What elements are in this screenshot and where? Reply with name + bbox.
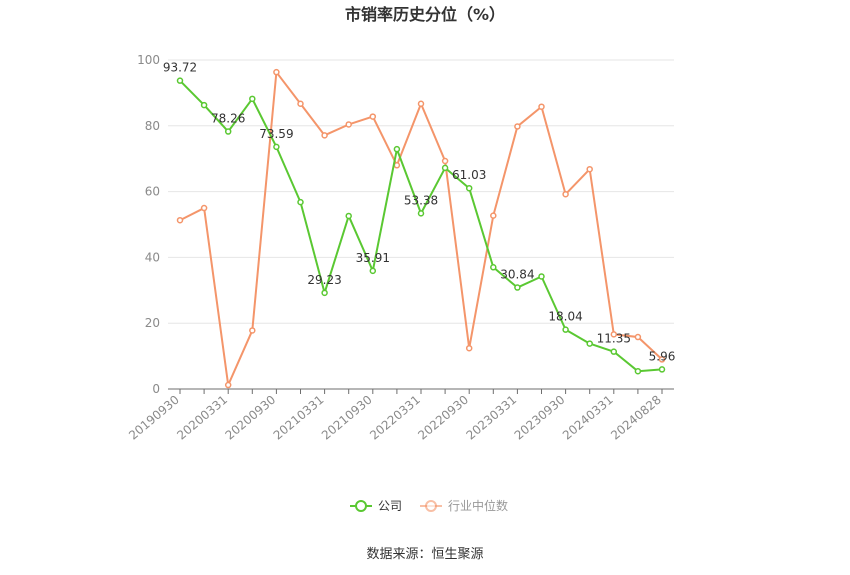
data-point bbox=[514, 123, 521, 130]
data-point bbox=[369, 267, 377, 275]
x-tick-label: 20230331 bbox=[464, 393, 520, 443]
data-point bbox=[417, 100, 425, 108]
data-label: 73.59 bbox=[259, 127, 293, 141]
x-tick-label: 20210930 bbox=[319, 393, 375, 443]
data-label: 5.96 bbox=[649, 349, 676, 363]
x-tick-label: 20230930 bbox=[512, 393, 568, 443]
data-point bbox=[369, 113, 377, 120]
data-point bbox=[200, 204, 208, 212]
data-point bbox=[538, 273, 545, 280]
data-point bbox=[610, 331, 618, 338]
data-label: 53.38 bbox=[404, 193, 438, 207]
data-label: 18.04 bbox=[548, 310, 582, 324]
legend-swatch-marker bbox=[425, 500, 437, 512]
grid-lines bbox=[168, 59, 674, 324]
data-point bbox=[586, 340, 593, 347]
x-tick-label: 20200930 bbox=[223, 393, 279, 443]
x-tick-label: 20240331 bbox=[560, 393, 616, 443]
data-point bbox=[224, 381, 232, 389]
legend-swatch-marker bbox=[355, 500, 367, 512]
data-point bbox=[465, 344, 473, 352]
data-point bbox=[249, 95, 256, 103]
data-label: 11.35 bbox=[597, 332, 631, 346]
legend-label: 公司 bbox=[378, 499, 402, 513]
legend[interactable]: 公司 行业中位数 bbox=[350, 498, 508, 513]
data-label: 78.26 bbox=[211, 112, 245, 126]
x-tick-label: 20220930 bbox=[415, 393, 471, 443]
y-tick-label: 40 bbox=[145, 250, 160, 264]
data-point bbox=[658, 366, 666, 373]
y-tick-label: 100 bbox=[137, 53, 160, 67]
data-point bbox=[273, 143, 280, 151]
data-point bbox=[249, 327, 256, 334]
data-label: 29.23 bbox=[307, 273, 341, 287]
data-point bbox=[417, 210, 425, 217]
legend-item-industry[interactable]: 行业中位数 bbox=[420, 498, 508, 513]
data-point bbox=[441, 157, 449, 165]
data-point bbox=[538, 103, 545, 110]
data-point bbox=[441, 164, 449, 172]
x-axis: 2019093020200331202009302021033120210930… bbox=[126, 388, 674, 443]
data-point bbox=[658, 356, 666, 363]
series-group bbox=[176, 68, 666, 389]
data-point bbox=[176, 77, 184, 84]
x-tick-label: 20220331 bbox=[367, 393, 423, 443]
data-point bbox=[297, 100, 304, 108]
data-point bbox=[562, 326, 569, 333]
series-line-industry bbox=[179, 71, 663, 387]
data-point bbox=[297, 198, 304, 206]
y-axis: 0 20 40 60 80 100 bbox=[137, 53, 160, 396]
x-tick-label: 20200331 bbox=[174, 393, 230, 443]
data-point bbox=[224, 128, 232, 135]
data-point bbox=[610, 348, 618, 355]
data-point bbox=[393, 145, 401, 153]
source-note: 数据来源：恒生聚源 bbox=[366, 547, 483, 562]
data-labels: 93.72 78.26 73.59 29.23 35.91 53.38 61.03 30.84… bbox=[163, 61, 676, 364]
data-point bbox=[321, 289, 328, 297]
data-point bbox=[345, 212, 352, 220]
data-label: 93.72 bbox=[163, 61, 197, 75]
chart-title: 市销率历史分位（%） bbox=[345, 5, 505, 24]
legend-item-company[interactable]: 公司 bbox=[350, 499, 402, 513]
y-tick-label: 0 bbox=[152, 382, 160, 396]
data-point bbox=[273, 68, 280, 76]
data-point bbox=[321, 132, 328, 139]
data-point bbox=[490, 212, 497, 219]
data-point bbox=[393, 162, 401, 169]
data-point bbox=[514, 284, 521, 291]
x-tick-label: 20240828 bbox=[608, 393, 664, 443]
x-tick-label: 20210331 bbox=[271, 393, 327, 443]
y-tick-label: 80 bbox=[145, 119, 160, 133]
data-point bbox=[176, 216, 184, 224]
data-label: 30.84 bbox=[500, 268, 534, 282]
data-point bbox=[586, 165, 593, 173]
legend-label: 行业中位数 bbox=[448, 498, 508, 513]
data-point bbox=[200, 101, 208, 109]
data-point bbox=[345, 121, 352, 128]
data-point bbox=[634, 367, 642, 375]
data-point bbox=[634, 333, 642, 341]
data-label: 61.03 bbox=[452, 168, 486, 182]
data-point bbox=[465, 184, 473, 192]
data-label: 35.91 bbox=[356, 251, 390, 265]
x-tick-label: 20190930 bbox=[126, 393, 182, 443]
data-point bbox=[490, 264, 497, 271]
data-point bbox=[562, 190, 569, 198]
y-tick-label: 20 bbox=[145, 316, 160, 330]
y-tick-label: 60 bbox=[145, 185, 160, 199]
